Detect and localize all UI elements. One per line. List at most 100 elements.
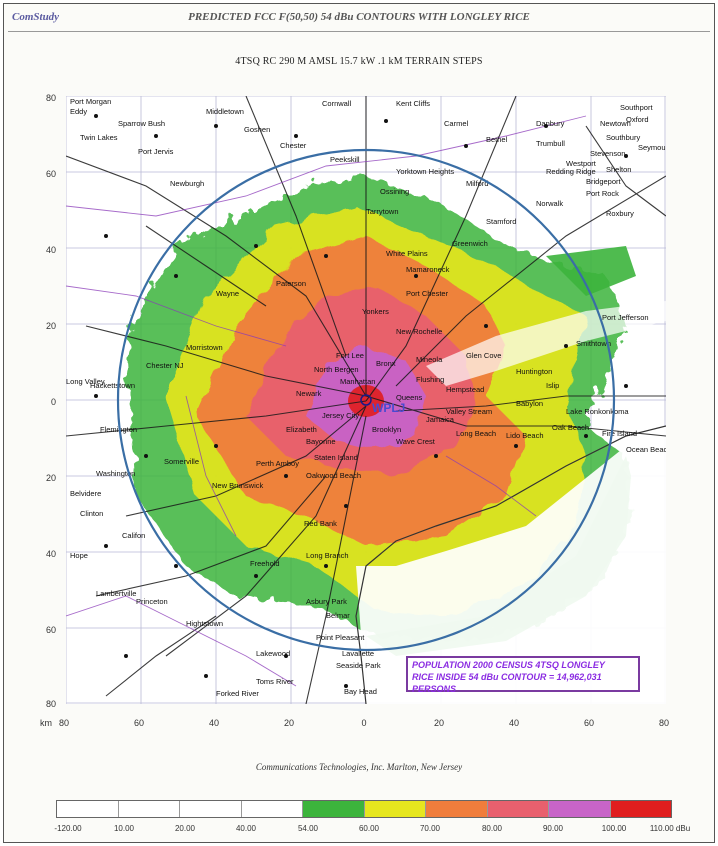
place-label: Trumbull (536, 139, 565, 148)
place-label: Port Rock (586, 189, 619, 198)
place-label: New Rochelle (396, 327, 442, 336)
x-tick: 20 (433, 718, 444, 728)
y-tick: 60 (45, 169, 56, 179)
place-label: Greenwich (452, 239, 488, 248)
legend-tick: 40.00 (235, 824, 257, 833)
place-label: Wayne (216, 289, 239, 298)
place-label: New Brunswick (212, 481, 264, 490)
place-label: North Bergen (314, 365, 359, 374)
place-label: Belvidere (70, 489, 101, 498)
legend-tick: 60.00 (358, 824, 380, 833)
place-label: Long Valley (66, 377, 105, 386)
place-label: Jersey City (322, 411, 359, 420)
place-label: Danbury (536, 119, 565, 128)
y-tick: 40 (45, 245, 56, 255)
place-label: Southbury (606, 133, 640, 142)
place-label: Hackettstown (90, 381, 135, 390)
place-label: Ossining (380, 187, 409, 196)
place-label: Chester (280, 141, 307, 150)
place-label: Lakewood (256, 649, 290, 658)
place-label: Tarrytown (366, 207, 399, 216)
long-island-sound (426, 301, 666, 386)
place-label: Toms River (256, 677, 294, 686)
place-label: Mamaroneck (406, 265, 450, 274)
legend-segment (180, 801, 242, 817)
place-label: Bethel (486, 135, 508, 144)
place-label: Milford (466, 179, 489, 188)
place-label: Port Morgan (70, 97, 111, 106)
place-label: Stevenson (590, 149, 625, 158)
place-label: Huntington (516, 367, 552, 376)
legend-tick: 100.00 (601, 824, 627, 833)
place-label: Freehold (250, 559, 280, 568)
legend-tick: 20.00 (174, 824, 196, 833)
page-title: PREDICTED FCC F(50,50) 54 dBu CONTOURS W… (188, 11, 530, 23)
place-label: Goshen (244, 125, 270, 134)
place-label: Glen Cove (466, 351, 501, 360)
place-label: Point Pleasant (316, 633, 365, 642)
y-tick: 20 (45, 473, 56, 483)
place-label: Twin Lakes (80, 133, 118, 142)
place-label: Asbury Park (306, 597, 347, 606)
place-label: Red Bank (304, 519, 337, 528)
place-label: Oxford (626, 115, 649, 124)
place-label: Southport (620, 103, 653, 112)
place-label: Queens (396, 393, 423, 402)
place-label: Jamaica (426, 415, 455, 424)
place-label: Bay Head (344, 687, 377, 696)
place-label: Westport (566, 159, 597, 168)
signal-legend-bar (56, 800, 672, 818)
header-rule (8, 31, 710, 32)
place-label: Port Jervis (138, 147, 174, 156)
legend-segment (610, 801, 671, 817)
legend-tick: 90.00 (542, 824, 564, 833)
place-label: Newark (296, 389, 322, 398)
place-label: Seymour (638, 143, 666, 152)
place-label: Eddy (70, 107, 87, 116)
place-label: Oak Beach (552, 423, 589, 432)
place-label: Sparrow Bush (118, 119, 165, 128)
place-label: Morristown (186, 343, 223, 352)
place-label: Hempstead (446, 385, 484, 394)
place-label: Lido Beach (506, 431, 544, 440)
legend-segment (303, 801, 365, 817)
place-label: Belmar (326, 611, 350, 620)
x-tick: 20 (283, 718, 294, 728)
x-tick: 60 (583, 718, 594, 728)
place-label: Long Beach (456, 429, 496, 438)
place-label: White Plains (386, 249, 428, 258)
place-label: Somerville (164, 457, 199, 466)
place-label: Peekskill (330, 155, 360, 164)
coverage-map-svg: Port Morgan Eddy Twin Lakes Sparrow Bush… (66, 96, 666, 704)
place-label: Califon (122, 531, 145, 540)
legend-segment (364, 801, 426, 817)
place-label: Roxbury (606, 209, 634, 218)
map-subtitle: 4TSQ RC 290 M AMSL 15.7 kW .1 kM TERRAIN… (235, 56, 483, 67)
place-label: Redding Ridge (546, 167, 596, 176)
legend-segment (118, 801, 180, 817)
population-note-line3: PERSONS (412, 684, 457, 694)
population-note: POPULATION 2000 CENSUS 4TSQ LONGLEY RICE… (406, 656, 640, 694)
place-labels: Port Morgan Eddy Twin Lakes Sparrow Bush… (66, 97, 666, 698)
place-label: Bronx (376, 359, 396, 368)
coverage-east-fringe (546, 246, 636, 296)
station-marker (360, 394, 372, 406)
place-label: Hightstown (186, 619, 223, 628)
place-label: Seaside Park (336, 661, 381, 670)
place-label: Newburgh (170, 179, 204, 188)
brand-label: ComStudy (12, 11, 60, 23)
station-label: WPLJ (372, 401, 405, 415)
legend-tick: 10.00 (113, 824, 135, 833)
y-tick: 0 (50, 397, 56, 407)
place-label: Oakwood Beach (306, 471, 361, 480)
place-label: Lambertville (96, 589, 136, 598)
credit-line: Communications Technologies, Inc. Marlto… (255, 762, 463, 772)
place-label: Carmel (444, 119, 469, 128)
place-label: Hope (70, 551, 88, 560)
legend-segment (426, 801, 488, 817)
contour-circle-54dbu (116, 148, 616, 652)
y-tick: 80 (45, 93, 56, 103)
place-label: Fire Island (602, 429, 637, 438)
x-tick: 0 (361, 718, 367, 728)
place-label: Manhattan (340, 377, 375, 386)
